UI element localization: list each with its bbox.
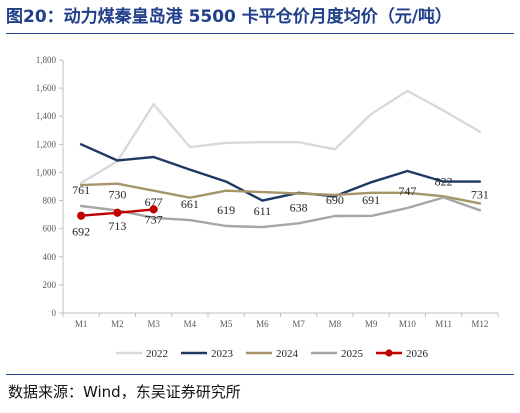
y-tick-label: 800 — [43, 196, 57, 206]
series-line-2025 — [81, 198, 480, 228]
x-tick-label: M5 — [220, 319, 233, 329]
data-label-2025: 822 — [435, 174, 453, 188]
chart-legend: 2022 2023 2024 2025 2026 — [116, 348, 429, 360]
chart-title: 图20：动力煤秦皇岛港 5500 卡平仓价月度均价（元/吨） — [6, 2, 514, 32]
x-tick-label: M10 — [399, 319, 417, 329]
data-label-2025: 638 — [290, 200, 308, 214]
data-label-2025: 691 — [362, 193, 380, 207]
y-tick-label: 1,200 — [36, 139, 57, 149]
line-chart: 0 200 400 600 800 1,000 1,200 1,400 1,600 1,800 M1… — [0, 34, 520, 374]
x-tick-label: M4 — [184, 319, 197, 329]
data-label-2025: 690 — [326, 193, 344, 207]
series-point-2026 — [114, 209, 121, 216]
series-line-2024 — [81, 184, 480, 204]
y-tick-label: 0 — [52, 308, 57, 318]
x-tick-label: M3 — [147, 319, 160, 329]
data-label-2026: 692 — [72, 225, 90, 239]
data-label-2025: 747 — [398, 184, 416, 198]
legend-label-2022: 2022 — [146, 348, 168, 360]
x-tick-label: M2 — [111, 319, 124, 329]
chart-data-labels: 761 730 677 661 619 611 638 690 691 747 822 731 692 7… — [72, 174, 489, 238]
y-tick-label: 1,400 — [36, 111, 57, 121]
data-label-2025: 619 — [217, 203, 235, 217]
legend-label-2024: 2024 — [276, 348, 299, 360]
data-label-2025: 730 — [108, 187, 126, 201]
legend-label-2025: 2025 — [341, 348, 364, 360]
x-tick-label: M12 — [471, 319, 488, 329]
series-line-2022 — [81, 91, 480, 183]
chart-series — [78, 91, 480, 227]
legend-marker-2026 — [385, 349, 392, 356]
data-label-2026: 713 — [108, 219, 126, 233]
y-tick-label: 200 — [43, 280, 57, 290]
data-label-2026: 737 — [145, 212, 163, 226]
x-tick-label: M6 — [256, 319, 269, 329]
y-tick-label: 1,000 — [36, 167, 57, 177]
data-label-2025: 611 — [254, 204, 272, 218]
footer-divider — [6, 374, 514, 375]
data-label-2025: 677 — [145, 195, 163, 209]
x-tick-label: M7 — [292, 319, 305, 329]
x-tick-label: M8 — [329, 319, 342, 329]
data-label-2025: 761 — [72, 183, 90, 197]
y-tick-label: 400 — [43, 252, 57, 262]
x-tick-label: M11 — [435, 319, 452, 329]
y-tick-label: 1,800 — [36, 55, 57, 65]
x-tick-label: M9 — [365, 319, 378, 329]
y-tick-label: 600 — [43, 224, 57, 234]
data-source-note: 数据来源：Wind，东吴证券研究所 — [8, 378, 241, 406]
legend-label-2023: 2023 — [211, 348, 234, 360]
y-tick-label: 1,600 — [36, 83, 57, 93]
legend-label-2026: 2026 — [406, 348, 429, 360]
x-tick-label: M1 — [75, 319, 88, 329]
data-label-2025: 661 — [181, 197, 199, 211]
series-point-2026 — [78, 212, 85, 219]
data-label-2025: 731 — [471, 187, 489, 201]
